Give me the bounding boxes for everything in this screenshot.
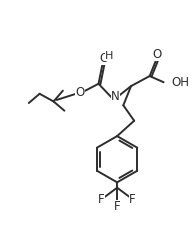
Text: N: N xyxy=(111,90,120,103)
Text: F: F xyxy=(114,200,120,213)
Text: F: F xyxy=(129,193,136,206)
Text: O: O xyxy=(153,48,162,61)
Text: O: O xyxy=(99,52,109,65)
Text: H: H xyxy=(105,51,113,61)
Text: F: F xyxy=(98,193,105,206)
Text: OH: OH xyxy=(171,76,189,89)
Text: O: O xyxy=(75,86,85,99)
